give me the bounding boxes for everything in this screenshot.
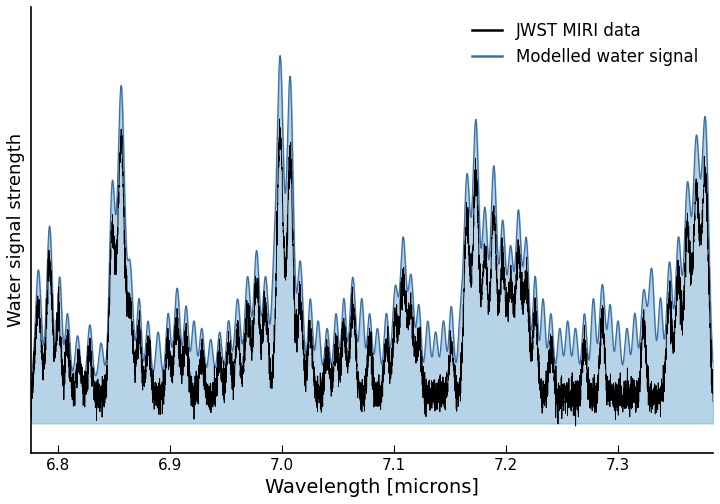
Y-axis label: Water signal strength: Water signal strength [7, 133, 25, 327]
X-axis label: Wavelength [microns]: Wavelength [microns] [265, 478, 479, 497]
Legend: JWST MIRI data, Modelled water signal: JWST MIRI data, Modelled water signal [466, 15, 705, 73]
